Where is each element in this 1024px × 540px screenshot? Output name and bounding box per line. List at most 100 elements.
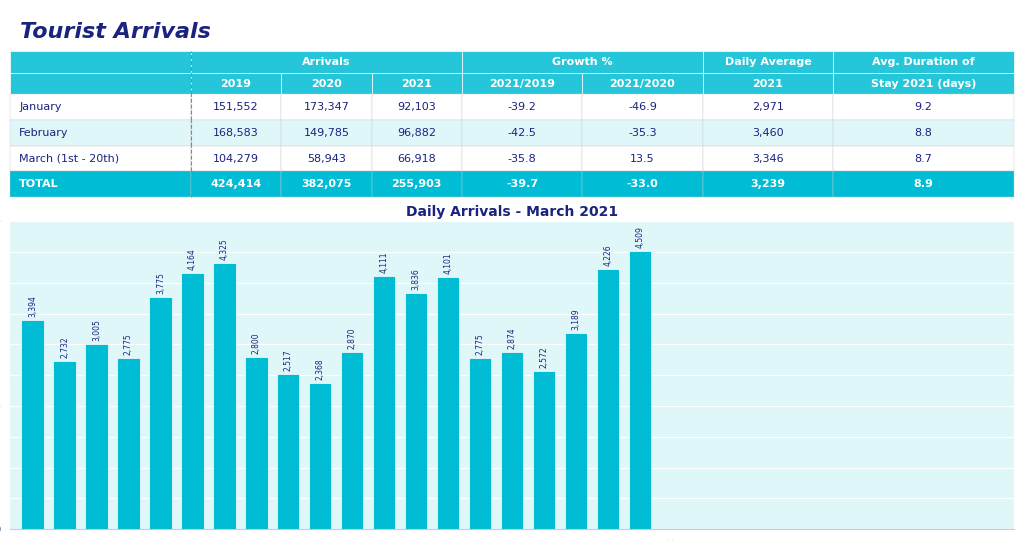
Text: 3,189: 3,189: [571, 308, 581, 330]
FancyBboxPatch shape: [834, 94, 1014, 120]
Text: 4,325: 4,325: [220, 238, 229, 260]
Bar: [629, 252, 651, 529]
FancyBboxPatch shape: [10, 94, 190, 120]
FancyBboxPatch shape: [462, 146, 583, 172]
Text: 2,775: 2,775: [124, 333, 133, 355]
Text: 4,164: 4,164: [188, 248, 197, 269]
Text: 424,414: 424,414: [210, 179, 262, 190]
Text: -42.5: -42.5: [508, 128, 537, 138]
Text: Avg. Duration of: Avg. Duration of: [872, 57, 975, 67]
Text: Daily Average: Daily Average: [725, 57, 811, 67]
FancyBboxPatch shape: [702, 73, 834, 94]
Text: 4,101: 4,101: [443, 252, 453, 273]
Text: 149,785: 149,785: [303, 128, 349, 138]
Text: 2021: 2021: [753, 79, 783, 89]
FancyBboxPatch shape: [583, 120, 702, 146]
FancyBboxPatch shape: [834, 172, 1014, 197]
Text: 2019: 2019: [220, 79, 252, 89]
FancyBboxPatch shape: [190, 172, 282, 197]
FancyBboxPatch shape: [462, 172, 583, 197]
Text: 168,583: 168,583: [213, 128, 259, 138]
Bar: [404, 293, 427, 529]
Text: -39.7: -39.7: [506, 179, 538, 190]
FancyBboxPatch shape: [702, 94, 834, 120]
Text: 4,509: 4,509: [635, 226, 644, 248]
FancyBboxPatch shape: [372, 172, 462, 197]
Text: 2,517: 2,517: [284, 349, 293, 371]
Text: 2,732: 2,732: [60, 336, 69, 358]
Text: Tourist Arrivals: Tourist Arrivals: [20, 22, 211, 42]
Text: 2,971: 2,971: [752, 102, 783, 112]
Bar: [150, 296, 172, 529]
FancyBboxPatch shape: [702, 146, 834, 172]
FancyBboxPatch shape: [282, 73, 372, 94]
FancyBboxPatch shape: [10, 120, 190, 146]
Text: 4,111: 4,111: [380, 252, 389, 273]
Text: -35.3: -35.3: [628, 128, 656, 138]
FancyBboxPatch shape: [702, 172, 834, 197]
FancyBboxPatch shape: [190, 73, 282, 94]
Text: 8.8: 8.8: [914, 128, 933, 138]
Text: TOTAL: TOTAL: [19, 179, 59, 190]
Bar: [469, 358, 492, 529]
Bar: [85, 344, 108, 529]
Text: 96,882: 96,882: [397, 128, 436, 138]
FancyBboxPatch shape: [282, 146, 372, 172]
FancyBboxPatch shape: [583, 73, 702, 94]
Text: 3,005: 3,005: [92, 319, 101, 341]
Bar: [22, 320, 44, 529]
Text: 9.2: 9.2: [914, 102, 933, 112]
FancyBboxPatch shape: [282, 172, 372, 197]
Text: 104,279: 104,279: [213, 154, 259, 164]
Text: -39.2: -39.2: [508, 102, 537, 112]
Text: January: January: [19, 102, 61, 112]
Bar: [118, 358, 139, 529]
Text: 2,572: 2,572: [540, 346, 549, 368]
FancyBboxPatch shape: [372, 94, 462, 120]
Text: 3,460: 3,460: [752, 128, 783, 138]
Bar: [181, 273, 204, 529]
Text: 2021/2019: 2021/2019: [489, 79, 555, 89]
FancyBboxPatch shape: [372, 73, 462, 94]
Text: 2,800: 2,800: [252, 332, 261, 354]
Text: 13.5: 13.5: [630, 154, 654, 164]
Text: 382,075: 382,075: [301, 179, 351, 190]
FancyBboxPatch shape: [834, 120, 1014, 146]
Text: 2,870: 2,870: [348, 328, 356, 349]
Text: Growth %: Growth %: [552, 57, 612, 67]
FancyBboxPatch shape: [10, 73, 190, 94]
FancyBboxPatch shape: [702, 120, 834, 146]
FancyBboxPatch shape: [190, 146, 282, 172]
Bar: [341, 353, 364, 529]
Bar: [501, 352, 523, 529]
Bar: [278, 374, 299, 529]
FancyBboxPatch shape: [190, 120, 282, 146]
Text: 255,903: 255,903: [391, 179, 441, 190]
FancyBboxPatch shape: [282, 120, 372, 146]
Text: 2,874: 2,874: [508, 327, 516, 349]
FancyBboxPatch shape: [462, 120, 583, 146]
Bar: [532, 371, 555, 529]
Text: March (1st - 20th): March (1st - 20th): [19, 154, 120, 164]
FancyBboxPatch shape: [190, 94, 282, 120]
Text: 3,346: 3,346: [752, 154, 783, 164]
FancyBboxPatch shape: [583, 146, 702, 172]
FancyBboxPatch shape: [462, 94, 583, 120]
Text: 3,239: 3,239: [751, 179, 785, 190]
Text: Arrivals: Arrivals: [302, 57, 350, 67]
FancyBboxPatch shape: [834, 146, 1014, 172]
Text: 4,226: 4,226: [603, 244, 612, 266]
Bar: [373, 276, 395, 529]
Text: 92,103: 92,103: [397, 102, 436, 112]
Text: 2020: 2020: [311, 79, 342, 89]
Text: 173,347: 173,347: [303, 102, 349, 112]
FancyBboxPatch shape: [282, 94, 372, 120]
FancyBboxPatch shape: [10, 172, 190, 197]
Text: 2021: 2021: [401, 79, 432, 89]
Text: 66,918: 66,918: [397, 154, 436, 164]
Bar: [213, 263, 236, 529]
Text: 2,368: 2,368: [315, 359, 325, 380]
Text: 3,394: 3,394: [28, 295, 37, 317]
FancyBboxPatch shape: [372, 146, 462, 172]
Text: 2021/2020: 2021/2020: [609, 79, 676, 89]
